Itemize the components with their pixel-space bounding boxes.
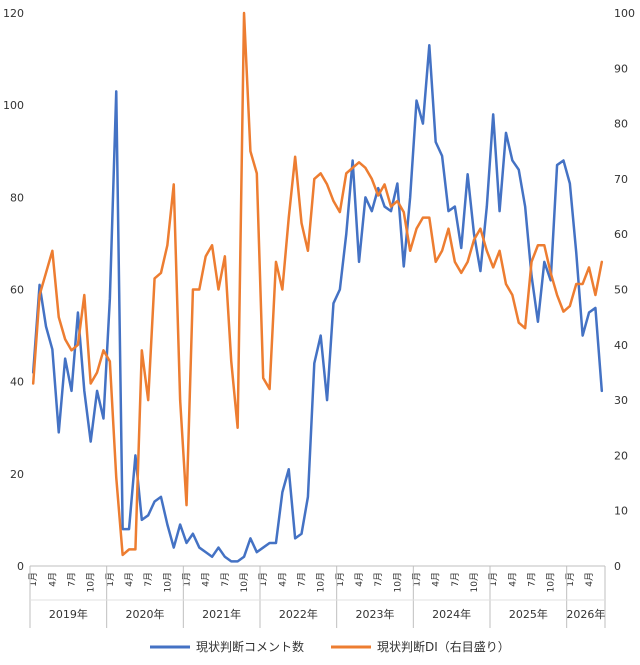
y-left-tick-label: 60	[10, 284, 24, 297]
x-tick-label: 1月	[28, 572, 39, 587]
y-right-tick-label: 80	[614, 118, 628, 131]
x-tick-label: 4月	[431, 572, 442, 587]
year-label: 2023年	[356, 607, 395, 621]
x-tick-label: 4月	[124, 572, 135, 587]
x-tick-label: 7月	[373, 572, 384, 587]
y-left-tick-label: 0	[17, 560, 24, 573]
year-label: 2022年	[279, 607, 318, 621]
year-label: 2020年	[126, 607, 165, 621]
x-tick-label: 10月	[86, 572, 97, 592]
x-tick-label: 7月	[67, 572, 78, 587]
y-right-tick-label: 100	[614, 7, 635, 20]
x-tick-label: 7月	[220, 572, 231, 587]
y-right-tick-label: 0	[614, 560, 621, 573]
x-tick-label: 4月	[584, 572, 595, 587]
x-tick-label: 10月	[392, 572, 403, 592]
x-tick-label: 7月	[297, 572, 308, 587]
x-tick-label: 1月	[412, 572, 423, 587]
y-left-tick-label: 80	[10, 191, 24, 204]
x-tick-label: 4月	[507, 572, 518, 587]
x-tick-label: 1月	[488, 572, 499, 587]
y-right-tick-label: 20	[614, 449, 628, 462]
y-right-tick-label: 90	[614, 62, 628, 75]
legend-label-comments: 現状判断コメント数	[196, 639, 304, 654]
x-tick-label: 10月	[469, 572, 480, 592]
x-tick-label: 1月	[565, 572, 576, 587]
y-left-tick-label: 20	[10, 468, 24, 481]
y-right-tick-label: 10	[614, 505, 628, 518]
x-tick-label: 7月	[450, 572, 461, 587]
series-line-comments	[31, 44, 604, 563]
x-tick-label: 1月	[105, 572, 116, 587]
y-left-tick-label: 120	[3, 7, 24, 20]
year-label: 2026年	[566, 607, 605, 621]
x-tick-label: 10月	[162, 572, 173, 592]
x-tick-label: 1月	[335, 572, 346, 587]
year-label: 2021年	[202, 607, 241, 621]
x-tick-label: 1月	[182, 572, 193, 587]
x-tick-label: 10月	[546, 572, 557, 592]
x-tick-label: 7月	[527, 572, 538, 587]
x-tick-label: 10月	[239, 572, 250, 592]
x-tick-label: 1月	[258, 572, 269, 587]
year-label: 2019年	[49, 607, 88, 621]
year-label: 2024年	[432, 607, 471, 621]
y-left-tick-label: 100	[3, 99, 24, 112]
y-right-tick-label: 50	[614, 284, 628, 297]
series-line-di	[31, 11, 604, 557]
y-right-tick-label: 70	[614, 173, 628, 186]
axes: 0 20 40 60 80 100 120 0 10 20 30 40 50 60 70 80 90 100	[3, 7, 635, 573]
y-right-tick-label: 40	[614, 339, 628, 352]
legend-label-di: 現状判断DI（右目盛り）	[377, 639, 510, 654]
x-tick-label: 4月	[47, 572, 58, 587]
x-tick-label: 4月	[354, 572, 365, 587]
x-tick-label: 7月	[143, 572, 154, 587]
y-right-tick-label: 30	[614, 394, 628, 407]
series-lines	[31, 11, 604, 563]
y-left-tick-label: 40	[10, 376, 24, 389]
legend: 現状判断コメント数 現状判断DI（右目盛り）	[150, 639, 510, 654]
x-axis-labels: 1月 4月 7月 10月 1月 4月 7月 10月 1月 4月 7月 10月 1月 4月 7月 10月 1月 4月…	[28, 566, 606, 628]
x-tick-label: 10月	[316, 572, 327, 592]
y-right-tick-label: 60	[614, 228, 628, 241]
x-tick-label: 4月	[277, 572, 288, 587]
year-label: 2025年	[509, 607, 548, 621]
x-tick-label: 4月	[201, 572, 212, 587]
